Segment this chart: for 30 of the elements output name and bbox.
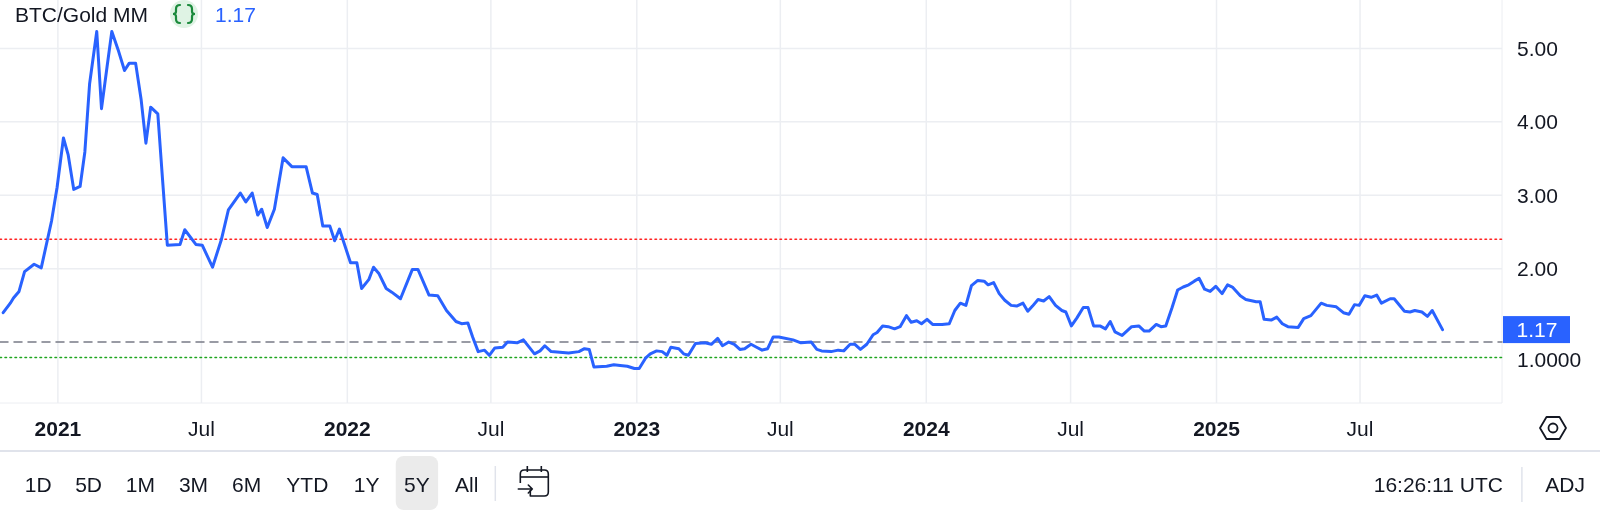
y-tick-label: 2.00 <box>1517 257 1558 281</box>
text: 1Y <box>353 472 380 496</box>
x-tick-label: 2024 <box>902 416 950 440</box>
text: 3M <box>178 472 209 496</box>
x-tick-label: Jul <box>188 416 215 440</box>
line-series <box>1 30 1445 370</box>
text: ADJ <box>1545 472 1585 496</box>
text: 1.17 <box>1516 318 1558 342</box>
y-tick-label: 3.00 <box>1517 183 1558 207</box>
text: 1D <box>24 472 52 496</box>
x-tick-label: Jul <box>766 416 794 440</box>
text: 5Y <box>404 472 430 496</box>
x-tick-label: 2021 <box>34 416 82 440</box>
x-tick-label: 2023 <box>613 416 661 440</box>
text: All <box>455 472 479 496</box>
y-tick-label: 4.00 <box>1517 110 1558 134</box>
x-tick-label: Jul <box>1346 416 1374 440</box>
x-tick-label: 2025 <box>1193 416 1241 440</box>
text: 5D <box>75 472 102 496</box>
text: 1M <box>125 472 155 496</box>
text: 16:26:11 UTC <box>1373 472 1503 496</box>
text: YTD <box>286 472 329 496</box>
ref-line-label: 1.0000 <box>1517 347 1582 371</box>
x-tick-label: 2022 <box>323 416 371 440</box>
x-tick-label: Jul <box>1057 416 1085 440</box>
chart-title: BTC/Gold MM <box>15 3 149 26</box>
x-tick-label: Jul <box>477 416 505 440</box>
y-tick-label: 5.00 <box>1517 36 1558 60</box>
text: 6M <box>232 472 262 496</box>
annotation: 1.17 <box>215 3 256 26</box>
